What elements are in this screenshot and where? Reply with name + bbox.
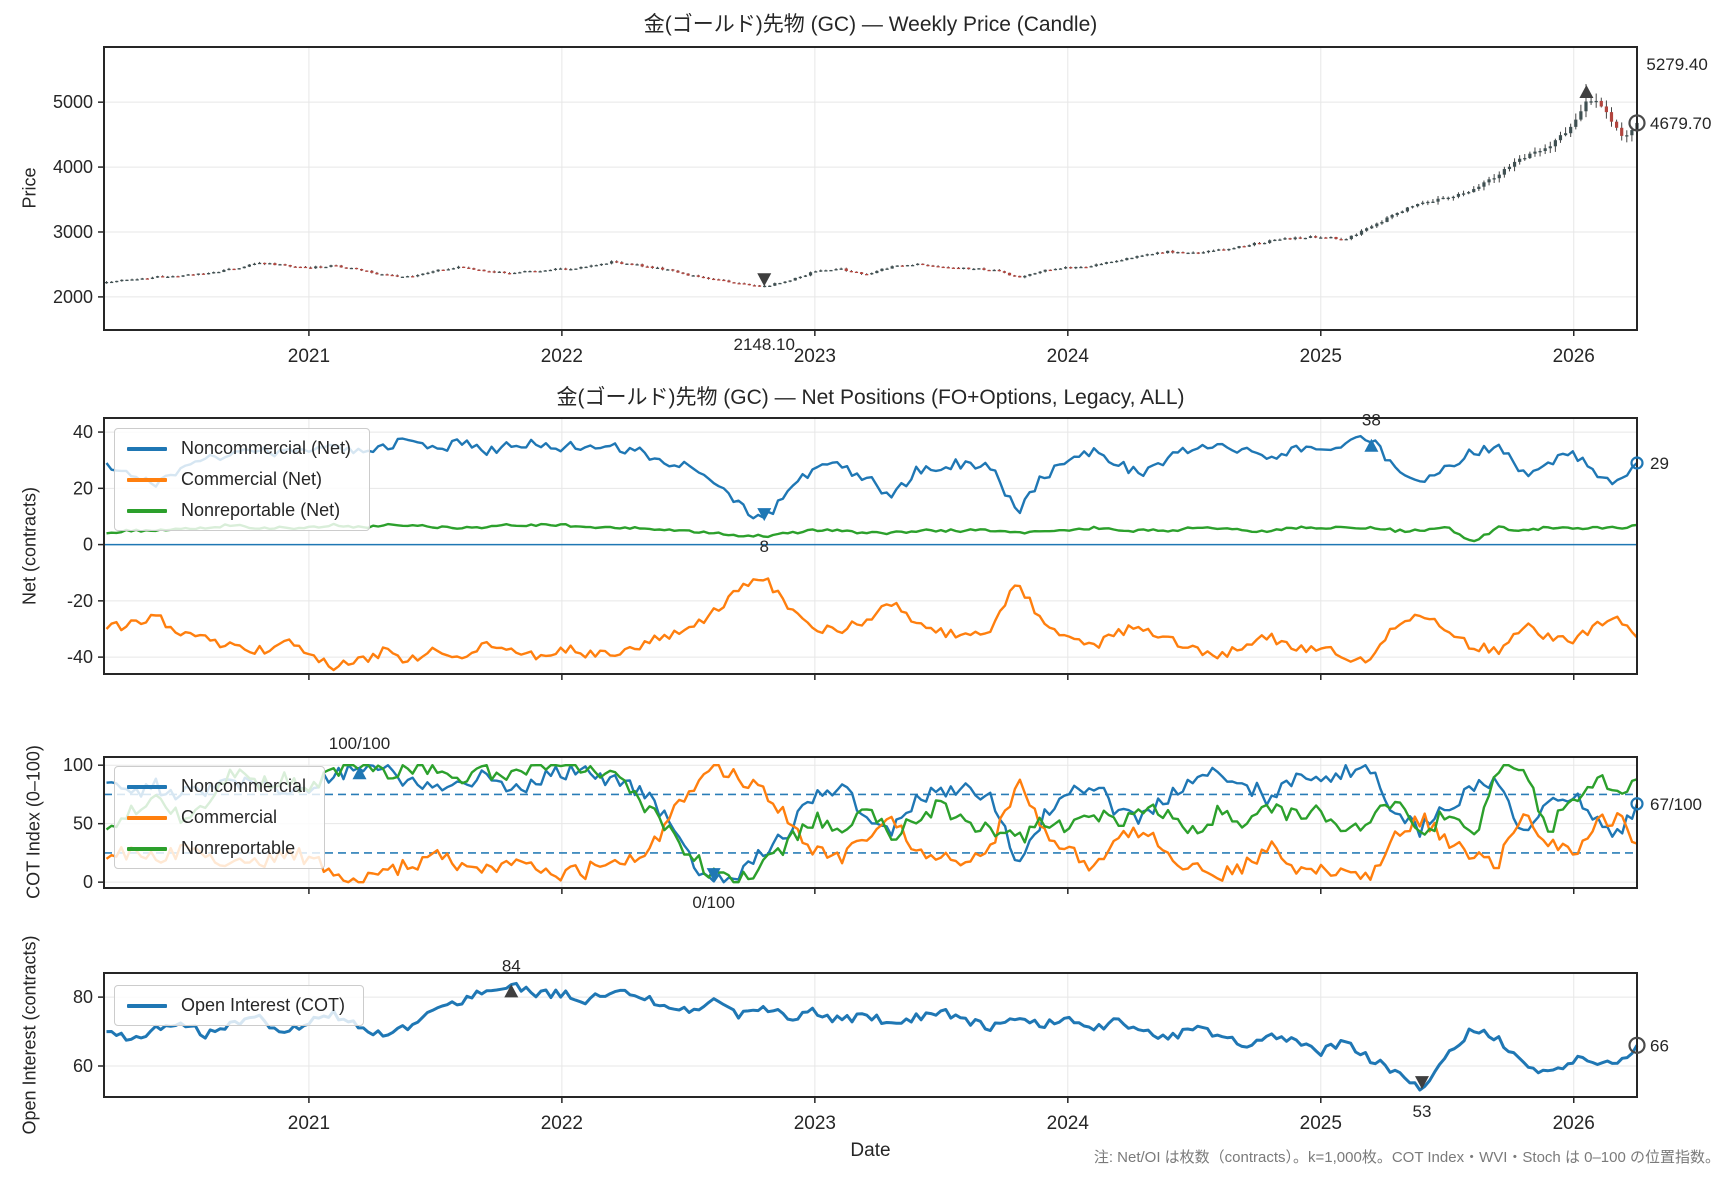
legend-label: Commercial (Net) [181, 469, 323, 489]
annotation-38: 38 [1362, 411, 1381, 430]
svg-text:-20: -20 [67, 591, 93, 611]
legend-label: Nonreportable (Net) [181, 500, 341, 520]
legend-item-noncommercial-net: Noncommercial (Net) [127, 438, 351, 459]
trough-marker [757, 508, 772, 522]
nonreportable-line-swatch [127, 508, 167, 513]
cot-y-axis-label: COT Index (0–100) [23, 745, 44, 899]
svg-text:40: 40 [73, 422, 93, 442]
open-interest-legend: Open Interest (COT) [114, 985, 365, 1026]
peak-marker [1579, 85, 1594, 99]
annotation-2148.10: 2148.10 [734, 335, 795, 354]
legend-item-nonreportable-net: Nonreportable (Net) [127, 500, 351, 521]
legend-item-open-interest: Open Interest (COT) [127, 995, 345, 1016]
svg-text:5000: 5000 [53, 92, 93, 112]
footnote: 注: Net/OI は枚数（contracts）。k=1,000枚。COT In… [1093, 1149, 1720, 1166]
legend-item-nonreportable: Nonreportable [127, 838, 306, 859]
svg-text:50: 50 [73, 814, 93, 834]
last-value-marker [1628, 114, 1646, 132]
annotation-29: 29 [1650, 454, 1669, 473]
annotation-5279.40: 5279.40 [1646, 55, 1707, 74]
annotation-67/100: 67/100 [1650, 795, 1702, 814]
svg-text:2024: 2024 [1047, 1113, 1090, 1134]
noncommercial-line-swatch [127, 446, 167, 451]
x-axis-label-date: Date [850, 1140, 891, 1161]
svg-text:0: 0 [83, 872, 93, 892]
cot-series-commercial [105, 764, 1638, 884]
legend-label: Nonreportable [181, 838, 296, 858]
annotation-8: 8 [760, 537, 769, 556]
price-panel: 2000 3000 4000 5000 2021 2022 2023 2024 2025 2026… [53, 46, 1711, 367]
oi-panel: 60 80 2021 2022 2023 2024 2025 2026 84 53 66 [73, 956, 1669, 1134]
svg-text:2000: 2000 [53, 287, 93, 307]
commercial-line-swatch [127, 477, 167, 482]
cot-panel: 0 50 100 100/100 0/100 67/100 [63, 734, 1702, 912]
svg-text:3000: 3000 [53, 222, 93, 242]
open-interest-line-swatch [127, 1003, 167, 1008]
price-chart-title: 金(ゴールド)先物 (GC) — Weekly Price (Candle) [643, 13, 1098, 36]
legend-label: Noncommercial (Net) [181, 438, 352, 458]
svg-text:60: 60 [73, 1056, 93, 1076]
peak-marker [504, 984, 519, 998]
svg-text:4000: 4000 [53, 157, 93, 177]
noncommercial-line-swatch [127, 784, 167, 789]
annotation-4679.70: 4679.70 [1650, 114, 1711, 133]
svg-text:2024: 2024 [1047, 346, 1090, 367]
net-series-commercial [105, 577, 1638, 672]
legend-item-commercial-net: Commercial (Net) [127, 469, 351, 490]
legend-label: Open Interest (COT) [181, 995, 346, 1015]
trough-marker [757, 273, 772, 287]
nonreportable-line-swatch [127, 846, 167, 851]
svg-text:100: 100 [63, 755, 93, 775]
cot-index-legend: Noncommercial Commercial Nonreportable [114, 766, 326, 869]
svg-text:80: 80 [73, 987, 93, 1007]
annotation-100/100: 100/100 [329, 734, 390, 753]
legend-label: Noncommercial [181, 776, 307, 796]
oi-y-axis-label: Open Interest (contracts) [19, 935, 40, 1135]
price-y-axis-label: Price [19, 167, 40, 209]
svg-text:2026: 2026 [1553, 346, 1595, 367]
svg-text:2026: 2026 [1553, 1113, 1595, 1134]
annotation-0/100: 0/100 [692, 893, 735, 912]
cot-series-nonreportable [105, 764, 1638, 884]
legend-item-commercial: Commercial [127, 807, 306, 828]
last-value-marker [1630, 456, 1644, 470]
svg-text:2025: 2025 [1300, 346, 1342, 367]
legend-label: Commercial [181, 807, 278, 827]
svg-text:2022: 2022 [541, 346, 583, 367]
oi-series-open_interest [106, 981, 1639, 1092]
net-positions-legend: Noncommercial (Net) Commercial (Net) Non… [114, 428, 371, 531]
trough-marker [1414, 1076, 1429, 1090]
svg-text:2025: 2025 [1300, 1113, 1342, 1134]
net-positions-chart-title: 金(ゴールド)先物 (GC) — Net Positions (FO+Optio… [556, 386, 1185, 409]
commercial-line-swatch [127, 815, 167, 820]
peak-marker [352, 766, 367, 780]
peak-marker [1364, 438, 1379, 452]
legend-item-noncommercial: Noncommercial [127, 776, 306, 797]
svg-text:0: 0 [83, 535, 93, 555]
svg-text:2021: 2021 [288, 346, 330, 367]
svg-text:-40: -40 [67, 647, 93, 667]
net-y-axis-label: Net (contracts) [19, 486, 40, 606]
svg-text:2023: 2023 [794, 1113, 836, 1134]
last-value-marker [1628, 1036, 1646, 1054]
annotation-53: 53 [1413, 1102, 1432, 1121]
annotation-66: 66 [1650, 1036, 1669, 1055]
svg-text:2022: 2022 [541, 1113, 583, 1134]
svg-text:2021: 2021 [288, 1113, 330, 1134]
svg-text:20: 20 [73, 478, 93, 498]
last-value-marker [1630, 797, 1644, 811]
annotation-84: 84 [502, 956, 521, 975]
svg-text:2023: 2023 [794, 346, 836, 367]
trough-marker [706, 868, 721, 882]
